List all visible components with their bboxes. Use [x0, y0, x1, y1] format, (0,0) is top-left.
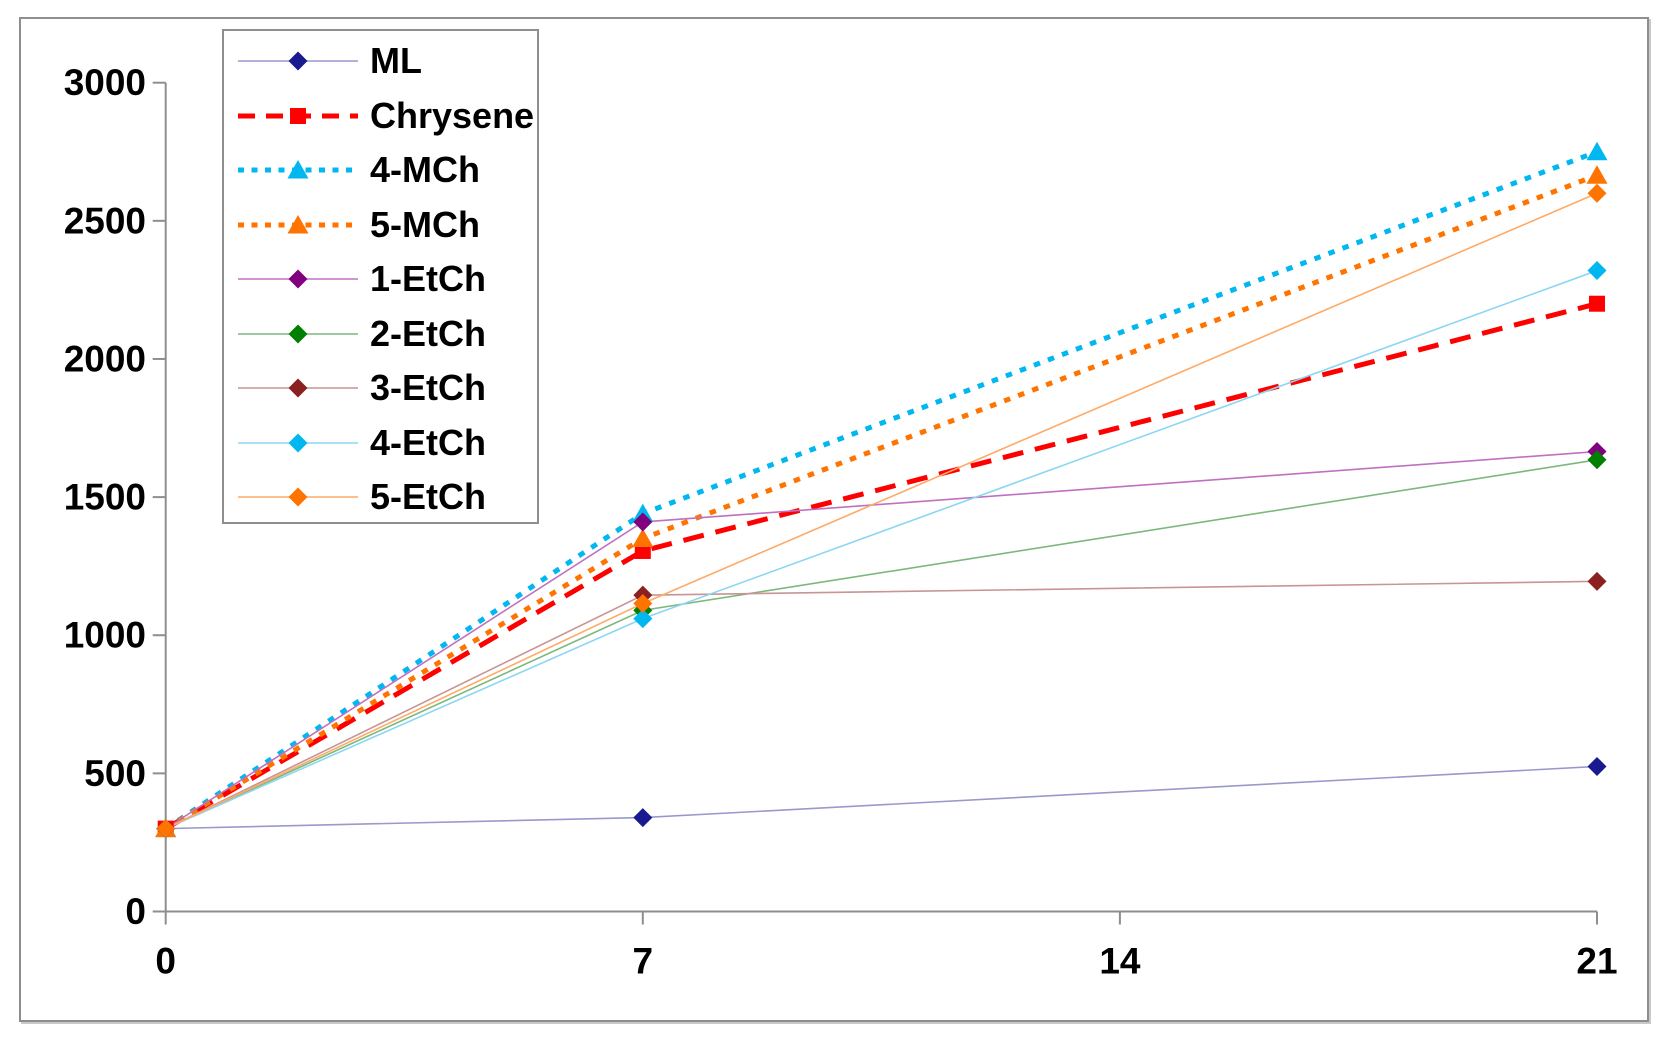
- legend-row-2-etch: 2-EtCh: [224, 307, 537, 362]
- legend-label: Chrysene: [370, 94, 535, 136]
- legend-label: 2-EtCh: [370, 312, 486, 354]
- legend-marker-diamond: [288, 378, 308, 398]
- series-markers: [155, 141, 1608, 839]
- legend-sample-line: [238, 324, 358, 344]
- y-tick-label: 1500: [64, 477, 146, 518]
- y-tick-label: 1000: [64, 615, 146, 656]
- legend-label: 5-EtCh: [370, 476, 486, 518]
- legend-row-chrysene: Chrysene: [224, 89, 537, 144]
- legend-sample-line: [238, 214, 358, 234]
- legend-marker-diamond: [288, 324, 308, 344]
- legend-label: 4-EtCh: [370, 421, 486, 463]
- legend-sample-line: [238, 487, 358, 507]
- y-tick-label: 2500: [64, 200, 146, 241]
- legend-label: 4-MCh: [370, 149, 480, 191]
- legend-sample-line: [238, 378, 358, 398]
- legend-row-4-etch: 4-EtCh: [224, 416, 537, 471]
- legend-sample-line: [238, 160, 358, 179]
- series-marker-5-mch: [1586, 165, 1608, 184]
- legend-row-ml: ML: [224, 34, 537, 89]
- series-marker-2-etch: [1587, 450, 1607, 470]
- legend-row-3-etch: 3-EtCh: [224, 361, 537, 416]
- legend-row-4-mch: 4-MCh: [224, 143, 537, 198]
- legend-label: 3-EtCh: [370, 367, 486, 409]
- legend-sample-line: [238, 51, 358, 71]
- series-marker-3-etch: [1587, 571, 1607, 591]
- legend-row-1-etch: 1-EtCh: [224, 252, 537, 307]
- x-tick-label: 7: [633, 941, 654, 982]
- series-marker-5-etch: [1587, 183, 1607, 203]
- legend-row-5-mch: 5-MCh: [224, 198, 537, 253]
- series-marker-5-etch: [156, 819, 176, 839]
- series-marker-4-mch: [1586, 141, 1608, 161]
- x-tick-label: 14: [1099, 941, 1141, 982]
- legend-marker-diamond: [288, 487, 308, 507]
- series-marker-5-etch: [633, 593, 653, 613]
- legend-row-5-etch: 5-EtCh: [224, 470, 537, 525]
- legend-marker-diamond: [288, 269, 308, 289]
- y-tick-label: 500: [84, 753, 146, 794]
- series-marker-ml: [1587, 756, 1607, 776]
- series-marker-4-etch: [633, 609, 653, 629]
- legend-label: 1-EtCh: [370, 258, 486, 300]
- legend-marker-square: [290, 107, 306, 124]
- legend-label: ML: [370, 40, 422, 82]
- series-marker-5-mch: [632, 528, 654, 548]
- series-line-chrysene: [164, 301, 1598, 831]
- legend-sample-line: [238, 433, 358, 453]
- legend-box: ML Chrysene 4-MCh 5-MCh 1-EtCh 2-EtCh 3-EtCh 4-…: [222, 29, 539, 524]
- series-marker-4-etch: [1587, 261, 1607, 281]
- series-line-ml: [165, 765, 1598, 830]
- y-tick-label: 3000: [64, 62, 146, 103]
- y-tick-label: 2000: [64, 338, 146, 379]
- x-tick-label: 21: [1576, 941, 1617, 982]
- x-tick-label: 0: [155, 941, 176, 982]
- y-tick-label: 0: [125, 891, 146, 932]
- legend-marker-diamond: [288, 433, 308, 453]
- legend-label: 5-MCh: [370, 203, 480, 245]
- legend-marker-triangle: [287, 214, 309, 234]
- series-marker-ml: [633, 808, 653, 828]
- series-marker-1-etch: [633, 512, 653, 532]
- legend-sample-line: [238, 107, 358, 124]
- series-marker-chrysene: [1589, 295, 1605, 312]
- legend-marker-diamond: [288, 51, 308, 71]
- legend-sample-line: [238, 269, 358, 289]
- legend-marker-triangle: [287, 160, 309, 179]
